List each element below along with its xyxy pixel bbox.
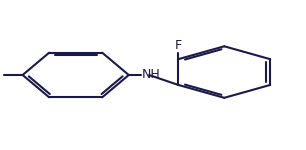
Text: NH: NH — [142, 69, 161, 81]
Text: F: F — [175, 39, 182, 52]
